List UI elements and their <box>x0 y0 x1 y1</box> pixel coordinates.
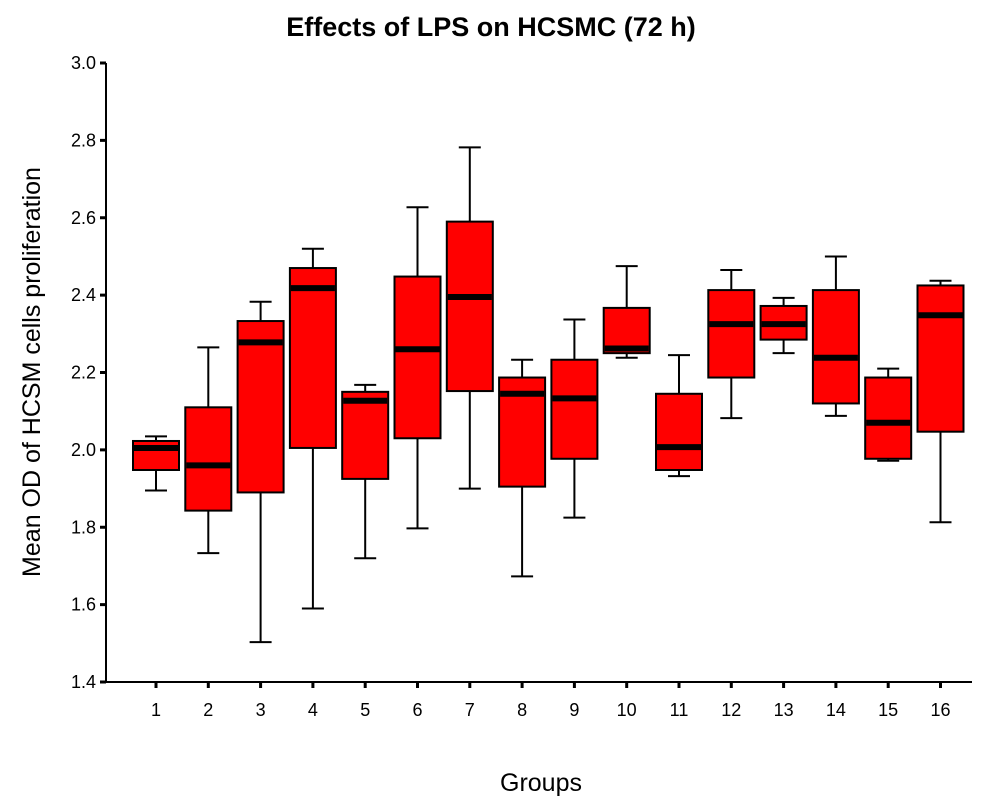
box-iqr <box>445 220 494 393</box>
y-tick-label: 2.2 <box>71 363 96 383</box>
x-tick-label: 4 <box>308 700 318 720</box>
box-group-12 <box>707 268 756 420</box>
y-ticks: 1.4 1.6 1.8 2.0 2.2 2.4 2.6 2.8 3.0 <box>71 53 106 692</box>
x-tick-label: 10 <box>617 700 637 720</box>
box-iqr <box>341 390 390 480</box>
box-group-16 <box>916 279 965 524</box>
box-group-10 <box>602 265 651 359</box>
x-tick-label: 9 <box>569 700 579 720</box>
box-iqr <box>916 284 965 433</box>
y-tick-label: 2.6 <box>71 208 96 228</box>
y-tick-label: 1.4 <box>71 672 96 692</box>
chart-title: Effects of LPS on HCSMC (72 h) <box>286 12 696 42</box>
box-group-container <box>132 146 965 644</box>
x-tick-label: 14 <box>826 700 846 720</box>
box-iqr <box>707 289 756 379</box>
y-tick-label: 1.6 <box>71 595 96 615</box>
box-group-2 <box>184 346 233 555</box>
x-tick-label: 12 <box>721 700 741 720</box>
box-group-1 <box>132 435 180 492</box>
box-group-4 <box>288 247 337 610</box>
box-group-8 <box>498 358 547 578</box>
x-axis-label: Groups <box>500 769 582 797</box>
y-tick-label: 2.4 <box>71 285 96 305</box>
box-iqr <box>811 289 860 405</box>
x-tick-label: 6 <box>412 700 422 720</box>
x-tick-label: 16 <box>930 700 950 720</box>
box-iqr <box>655 392 703 471</box>
box-iqr <box>184 406 233 512</box>
box-group-5 <box>341 383 390 560</box>
y-tick-label: 2.0 <box>71 440 96 460</box>
x-tick-label: 3 <box>256 700 266 720</box>
x-tick-label: 2 <box>203 700 213 720</box>
box-iqr <box>864 376 913 460</box>
x-tick-label: 7 <box>465 700 475 720</box>
box-iqr <box>393 275 442 440</box>
box-group-13 <box>759 296 808 355</box>
y-tick-label: 3.0 <box>71 53 96 73</box>
box-group-11 <box>655 354 703 478</box>
box-group-14 <box>811 255 860 417</box>
box-group-15 <box>864 367 913 462</box>
y-tick-label: 2.8 <box>71 130 96 150</box>
box-iqr <box>288 267 337 449</box>
x-tick-label: 15 <box>878 700 898 720</box>
x-tick-label: 5 <box>360 700 370 720</box>
box-group-3 <box>236 300 285 644</box>
y-axis-label: Mean OD of HCSM cells proliferation <box>18 167 46 577</box>
box-iqr <box>550 358 599 460</box>
x-tick-label: 8 <box>517 700 527 720</box>
x-tick-label: 1 <box>151 700 161 720</box>
box-group-7 <box>445 146 494 490</box>
box-group-9 <box>550 318 599 519</box>
x-tick-label: 11 <box>670 700 689 720</box>
x-ticks: 1 2 3 4 5 6 7 8 9 10 11 12 13 14 15 16 <box>151 682 951 720</box>
x-tick-label: 13 <box>774 700 794 720</box>
box-iqr <box>236 320 285 494</box>
y-tick-label: 1.8 <box>71 517 96 537</box>
box-group-6 <box>393 206 442 530</box>
